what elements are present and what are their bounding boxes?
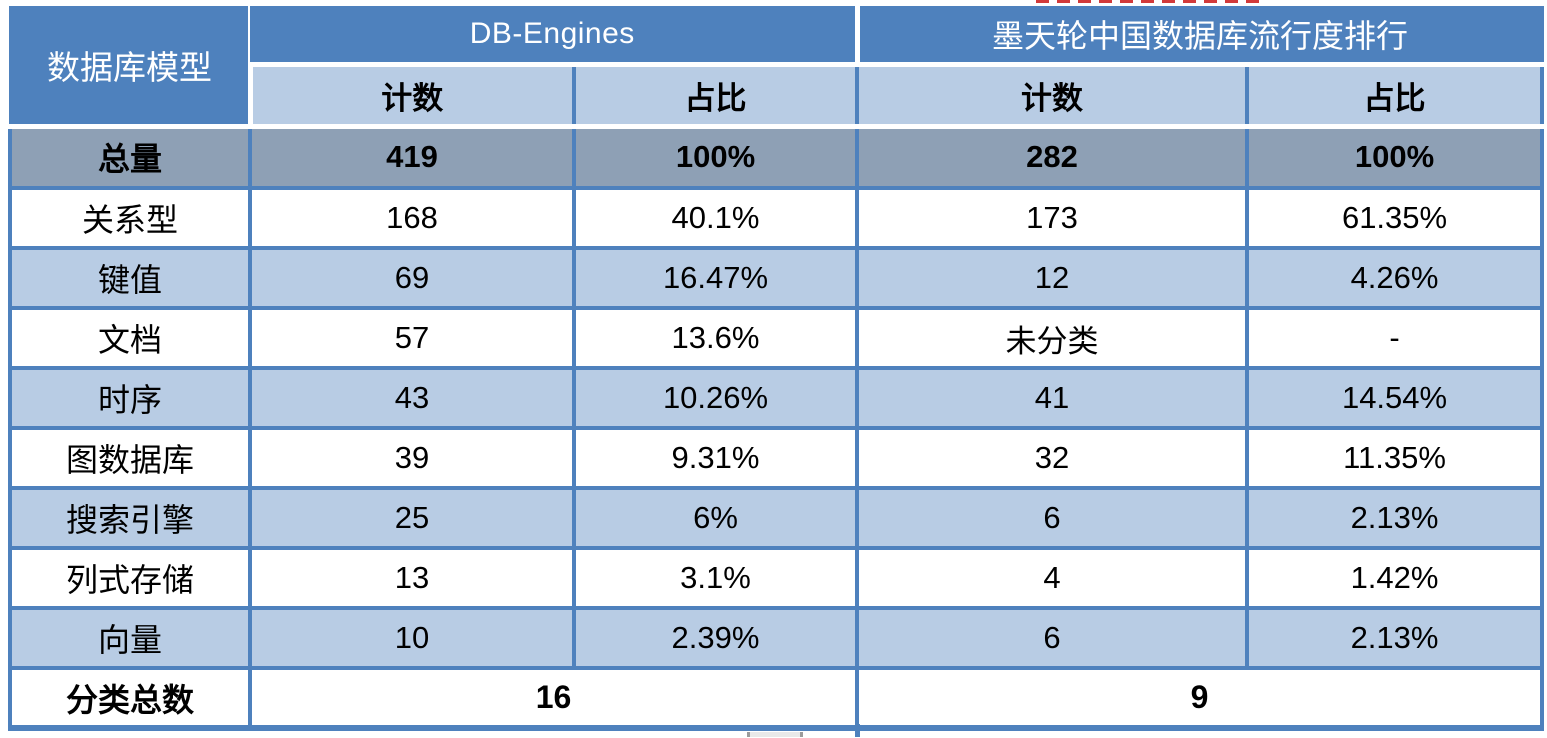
table-cell: 57 <box>248 306 576 370</box>
sub-header-row: 计数 占比 计数 占比 <box>10 64 1545 129</box>
red-dashed-underline-artifact <box>1036 0 1260 3</box>
table-cell: 13 <box>248 546 576 610</box>
row-label: 图数据库 <box>8 426 252 490</box>
table-cell: 10 <box>248 606 576 670</box>
table-cell: 12 <box>855 246 1250 310</box>
table-cell: 2.13% <box>1245 606 1545 670</box>
row-label: 时序 <box>8 366 252 430</box>
table-cell: 16.47% <box>571 246 860 310</box>
table-cell: 6% <box>571 486 860 550</box>
footer-dbengines-category-total: 16 <box>247 666 860 730</box>
table-cell: 25 <box>248 486 576 550</box>
total-modb-share: 100% <box>1245 126 1545 190</box>
scrollbar-thumb-artifact <box>747 732 803 737</box>
group-header-db-engines: DB-Engines <box>250 6 858 67</box>
group-header-modb-ranking: 墨天轮中国数据库流行度排行 <box>854 6 1543 67</box>
subheader-modb-share: 占比 <box>1245 64 1545 129</box>
row-columnar: 列式存储 13 3.1% 4 1.42% <box>8 546 1545 610</box>
table-cell: 61.35% <box>1245 186 1545 250</box>
row-label: 列式存储 <box>8 546 252 610</box>
row-search: 搜索引擎 25 6% 6 2.13% <box>8 486 1545 550</box>
table-cell: 6 <box>855 486 1250 550</box>
total-row-label: 总量 <box>8 126 252 190</box>
table-cell: 14.54% <box>1245 366 1545 430</box>
row-label: 搜索引擎 <box>8 486 252 550</box>
table-cell: 13.6% <box>571 306 860 370</box>
table-cell: 4 <box>855 546 1250 610</box>
subheader-dbengines-count: 计数 <box>247 64 576 129</box>
row-document: 文档 57 13.6% 未分类 - <box>8 306 1545 370</box>
table-cell: 69 <box>248 246 576 310</box>
table-cell: 173 <box>855 186 1250 250</box>
total-modb-count: 282 <box>855 126 1250 190</box>
table-cell: 2.39% <box>571 606 860 670</box>
total-row: 总量 419 100% 282 100% <box>8 126 1545 190</box>
row-relational: 关系型 168 40.1% 173 61.35% <box>8 186 1545 250</box>
table-cell: 41 <box>855 366 1250 430</box>
subheader-modb-count: 计数 <box>855 64 1250 129</box>
table-cell: 9.31% <box>571 426 860 490</box>
footer-modb-category-total: 9 <box>855 666 1545 730</box>
row-label: 文档 <box>8 306 252 370</box>
table-cell: 未分类 <box>855 306 1250 370</box>
table-cell: - <box>1245 306 1545 370</box>
table-cell: 4.26% <box>1245 246 1545 310</box>
corner-header-cell: 数据库模型 <box>10 6 250 129</box>
table-cell: 10.26% <box>571 366 860 430</box>
column-divider-tick-artifact <box>855 724 860 737</box>
footer-row-label: 分类总数 <box>8 666 252 730</box>
table-cell: 3.1% <box>571 546 860 610</box>
row-label: 关系型 <box>8 186 252 250</box>
table-cell: 43 <box>248 366 576 430</box>
footer-row: 分类总数 16 9 <box>8 666 1545 730</box>
table-cell: 6 <box>855 606 1250 670</box>
total-dbengines-count: 419 <box>248 126 576 190</box>
subheader-dbengines-share: 占比 <box>571 64 860 129</box>
database-model-comparison-table: 数据库模型 DB-Engines 墨天轮中国数据库流行度排行 计数 占比 计数 … <box>8 6 1545 731</box>
row-vector: 向量 10 2.39% 6 2.13% <box>8 606 1545 670</box>
total-dbengines-share: 100% <box>571 126 860 190</box>
row-timeseries: 时序 43 10.26% 41 14.54% <box>8 366 1545 430</box>
table-cell: 1.42% <box>1245 546 1545 610</box>
table-cell: 39 <box>248 426 576 490</box>
row-label: 键值 <box>8 246 252 310</box>
group-header-row: 数据库模型 DB-Engines 墨天轮中国数据库流行度排行 <box>10 6 1543 129</box>
table-cell: 11.35% <box>1245 426 1545 490</box>
table-cell: 2.13% <box>1245 486 1545 550</box>
row-label: 向量 <box>8 606 252 670</box>
table-cell: 168 <box>248 186 576 250</box>
table-cell: 32 <box>855 426 1250 490</box>
table-cell: 40.1% <box>571 186 860 250</box>
row-graph: 图数据库 39 9.31% 32 11.35% <box>8 426 1545 490</box>
row-keyvalue: 键值 69 16.47% 12 4.26% <box>8 246 1545 310</box>
